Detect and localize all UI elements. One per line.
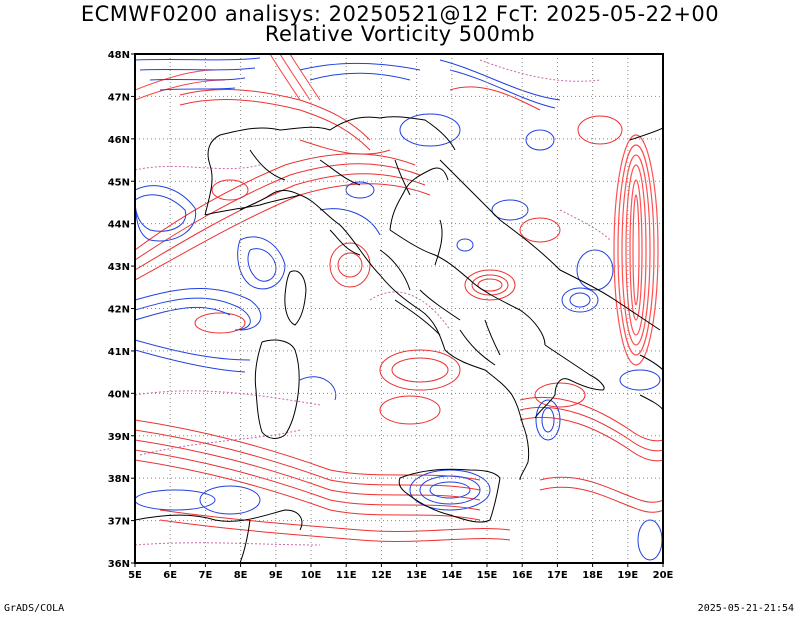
lon-tick-label: 6E — [163, 570, 177, 581]
lat-tick-label: 45N — [108, 177, 130, 188]
lon-tick-label: 11E — [336, 570, 357, 581]
zero-contours — [135, 59, 611, 546]
lon-tick-label: 9E — [269, 570, 283, 581]
positive-vorticity-band-east — [613, 134, 659, 366]
lon-tick-label: 8E — [234, 570, 248, 581]
latitude-axis: 36N 37N 38N 39N 40N 41N 42N 43N 44N 45N 46N 47N 48N — [108, 50, 135, 570]
lon-tick-label: 16E — [512, 570, 533, 581]
lat-tick-label: 41N — [108, 347, 130, 358]
negative-vorticity-contours — [135, 57, 663, 561]
lat-tick-label: 38N — [108, 474, 130, 485]
lat-tick-label: 36N — [108, 559, 130, 570]
lat-tick-label: 43N — [108, 262, 130, 273]
lat-tick-label: 48N — [108, 50, 130, 61]
contour-field — [135, 54, 663, 563]
lon-tick-label: 19E — [617, 570, 638, 581]
lat-tick-label: 39N — [108, 432, 130, 443]
lat-tick-label: 42N — [108, 305, 130, 316]
lat-tick-label: 37N — [108, 517, 130, 528]
lon-tick-label: 13E — [406, 570, 427, 581]
lon-tick-label: 7E — [199, 570, 213, 581]
lat-tick-label: 46N — [108, 135, 130, 146]
lon-tick-label: 18E — [582, 570, 603, 581]
lon-tick-label: 20E — [653, 570, 674, 581]
lon-tick-label: 5E — [128, 570, 142, 581]
lat-tick-label: 44N — [108, 220, 130, 231]
footer-credit: GrADS/COLA — [4, 603, 65, 614]
lon-tick-label: 17E — [547, 570, 568, 581]
lat-tick-label: 40N — [108, 389, 130, 400]
longitude-axis: 5E 6E 7E 8E 9E 10E 11E 12E 13E 14E 15E 16E 17E 18E 19E… — [128, 563, 674, 581]
lat-tick-label: 47N — [108, 92, 130, 103]
lon-tick-label: 14E — [441, 570, 462, 581]
lon-tick-label: 15E — [477, 570, 498, 581]
map-title: ECMWF0200 analisys: 20250521@12 FcT: 202… — [80, 2, 720, 26]
lon-tick-label: 12E — [371, 570, 392, 581]
map-subtitle: Relative Vorticity 500mb — [264, 22, 536, 46]
lat-lon-grid — [135, 54, 663, 563]
lon-tick-label: 10E — [301, 570, 322, 581]
footer-timestamp: 2025-05-21-21:54 — [697, 603, 794, 614]
coastlines-borders — [135, 116, 663, 563]
